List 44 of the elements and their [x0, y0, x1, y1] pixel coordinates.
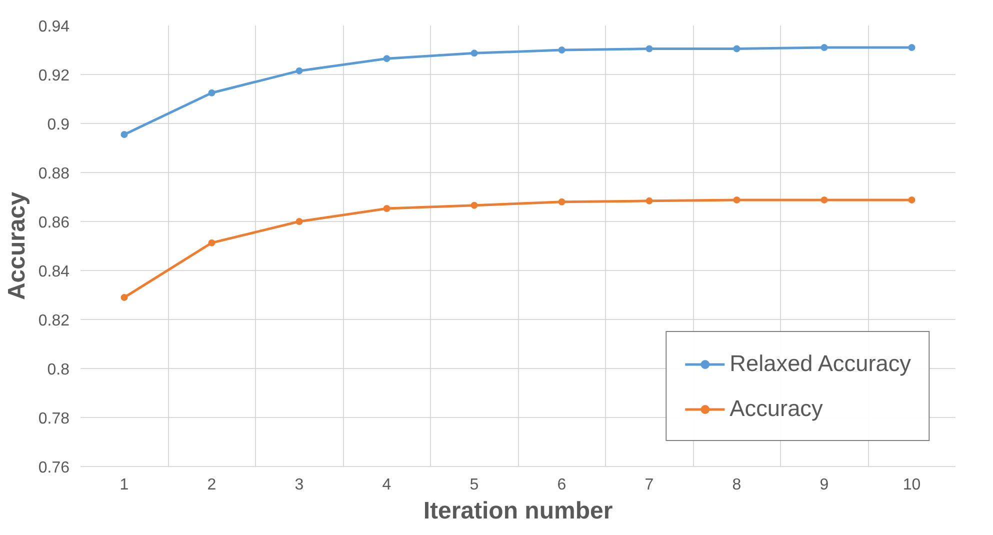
point — [383, 55, 390, 62]
point — [383, 205, 390, 212]
y-tick-label: 0.9 — [47, 116, 70, 134]
point — [296, 67, 303, 74]
point — [558, 46, 566, 54]
x-tick-label: 4 — [382, 476, 392, 494]
point — [208, 89, 216, 96]
legend-label: Relaxed Accuracy — [730, 350, 911, 377]
point — [470, 202, 478, 209]
y-tick-label: 0.78 — [38, 410, 70, 428]
point — [120, 131, 128, 138]
y-tick-label: 0.88 — [38, 166, 70, 182]
point — [120, 294, 128, 301]
y-tick-label: 0.8 — [47, 362, 70, 378]
point — [908, 196, 916, 204]
x-tick-label: 3 — [294, 476, 304, 494]
x-tick-label: 2 — [207, 476, 216, 494]
point — [646, 197, 653, 204]
x-tick-label: 8 — [732, 476, 742, 494]
point — [733, 196, 740, 204]
y-tick-label: 0.86 — [38, 214, 70, 232]
x-tick-label: 9 — [820, 476, 829, 494]
point — [470, 50, 478, 57]
point — [820, 44, 828, 52]
y-tick-label: 0.92 — [38, 68, 70, 84]
x-tick-label: 6 — [557, 476, 566, 494]
x-tick-label: 7 — [644, 476, 654, 494]
point — [646, 45, 653, 52]
y-axis-title: Accuracy — [3, 191, 30, 300]
point — [733, 45, 740, 52]
x-axis-title: Iteration number — [423, 498, 613, 524]
point — [208, 239, 216, 246]
x-tick-label: 5 — [470, 476, 479, 494]
point — [908, 44, 916, 52]
x-tick-label: 1 — [120, 476, 129, 494]
point — [820, 196, 828, 204]
y-tick-label: 0.82 — [38, 312, 70, 330]
y-tick-label: 0.84 — [38, 264, 70, 280]
legend-label: Accuracy — [730, 395, 823, 422]
y-tick-label: 0.76 — [38, 460, 70, 476]
y-tick-label: 0.94 — [38, 18, 70, 36]
x-tick-label: 10 — [902, 476, 921, 494]
point — [558, 198, 566, 206]
point — [296, 218, 303, 225]
